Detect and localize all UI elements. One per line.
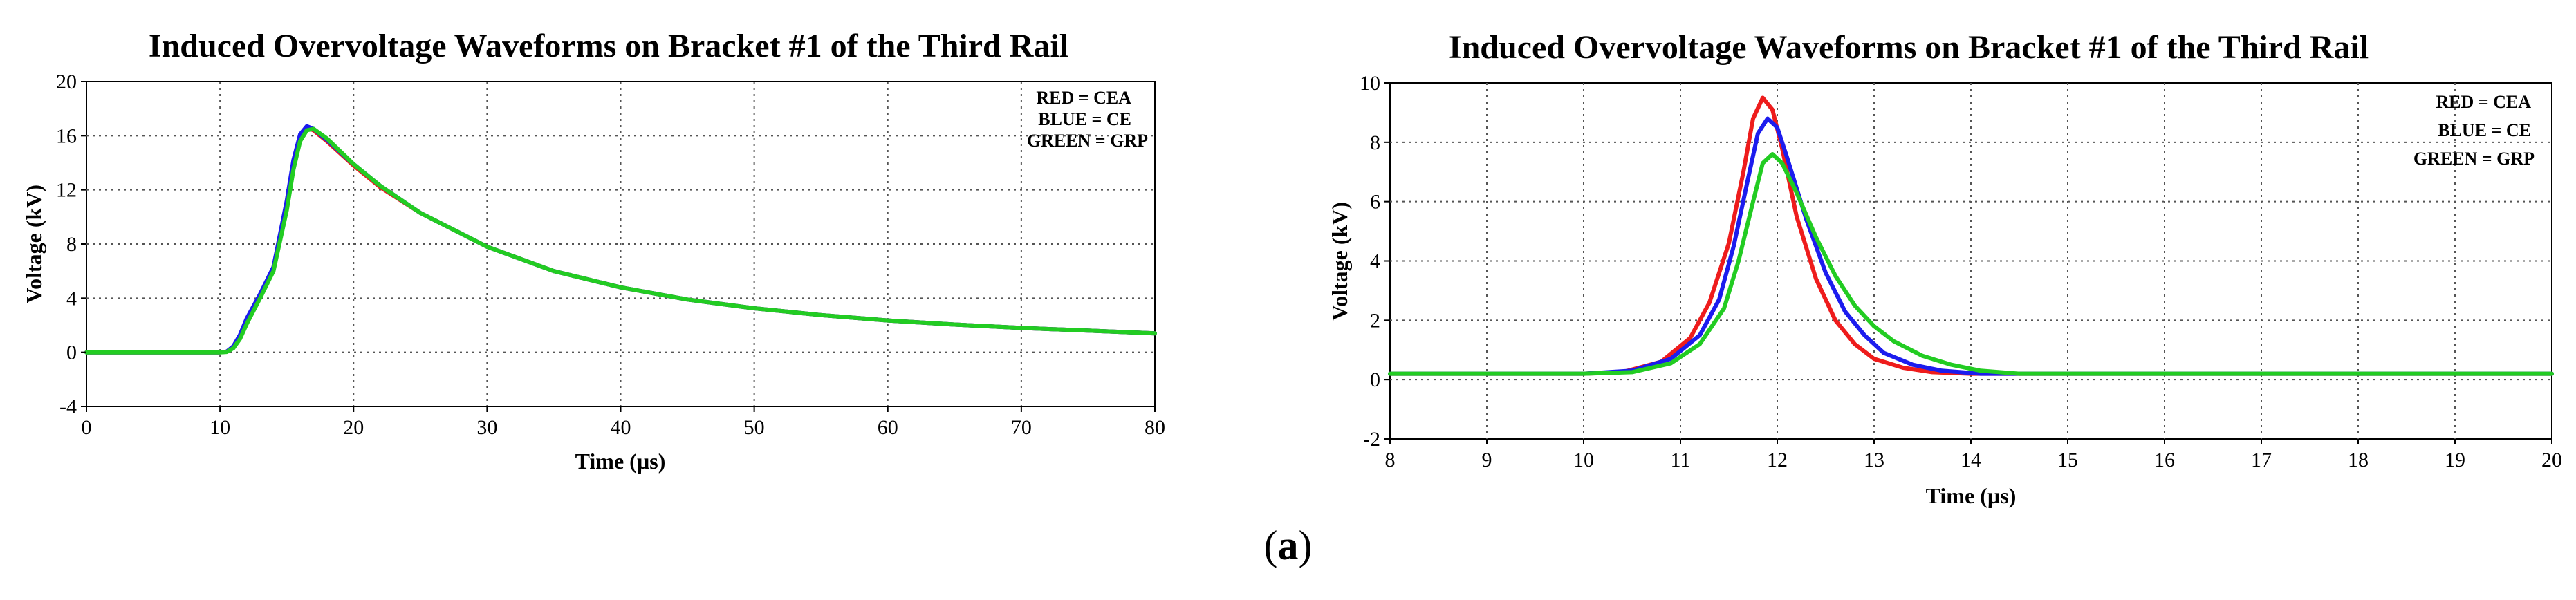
chart-right-x-tick-label: 18 bbox=[2348, 449, 2369, 471]
chart-right-y-tick-label: 2 bbox=[1370, 309, 1380, 332]
chart-right-x-tick-label: 12 bbox=[1767, 449, 1788, 471]
chart-left-legend-entry-2: BLUE = CE bbox=[1038, 109, 1131, 129]
chart-right-legend-entry-2: BLUE = CE bbox=[2438, 120, 2531, 140]
chart-right-y-tick-label: 0 bbox=[1370, 368, 1380, 391]
panel-caption: (a) bbox=[0, 522, 2576, 570]
chart-right-grid bbox=[1390, 83, 2552, 439]
chart-right-series-grp-line bbox=[1388, 152, 2554, 376]
chart-right-x-tick-label: 19 bbox=[2445, 449, 2465, 471]
chart-right-series-ce-line bbox=[1388, 116, 2554, 376]
chart-right-ticks: 8 9 10 11 12 13 14 15 16 17 18 19 20 -2 0 2 4 6 8 10 bbox=[1360, 72, 2562, 471]
chart-right-x-tick-label: 13 bbox=[1864, 449, 1884, 471]
chart-left-legend: RED = CEA BLUE = CE GREEN = GRP bbox=[1027, 88, 1148, 151]
panel-caption-letter: a bbox=[1277, 523, 1299, 568]
chart-right-title: Induced Overvoltage Waveforms on Bracket… bbox=[1449, 29, 2369, 66]
chart-left-y-tick-label: 0 bbox=[66, 341, 77, 364]
chart-left-x-tick-label: 40 bbox=[611, 416, 631, 439]
chart-left-series bbox=[84, 124, 1157, 355]
chart-left-x-tick-label: 60 bbox=[878, 416, 898, 439]
chart-left-x-tick-label: 30 bbox=[476, 416, 497, 439]
chart-left-ylabel: Voltage (kV) bbox=[21, 185, 46, 303]
chart-left-xlabel: Time (µs) bbox=[575, 449, 666, 474]
chart-right-x-tick-label: 8 bbox=[1385, 449, 1396, 471]
chart-left-title: Induced Overvoltage Waveforms on Bracket… bbox=[149, 28, 1068, 64]
chart-left-grid bbox=[86, 82, 1155, 406]
chart-left-x-tick-label: 50 bbox=[744, 416, 765, 439]
chart-right-x-tick-label: 9 bbox=[1482, 449, 1492, 471]
chart-right-x-tick-label: 16 bbox=[2154, 449, 2175, 471]
panel-caption-open: ( bbox=[1263, 523, 1278, 568]
chart-right-y-tick-label: 10 bbox=[1360, 72, 1380, 95]
chart-right-y-tick-label: -2 bbox=[1363, 428, 1380, 451]
chart-right-y-tick-label: 4 bbox=[1370, 250, 1380, 273]
chart-right-x-tick-label: 11 bbox=[1671, 449, 1691, 471]
chart-left-y-tick-label: 16 bbox=[56, 124, 77, 147]
chart-right-y-tick-label: 6 bbox=[1370, 191, 1380, 214]
chart-left-legend-entry-1: RED = CEA bbox=[1036, 88, 1131, 108]
chart-right-x-tick-label: 20 bbox=[2541, 449, 2562, 471]
chart-right-x-tick-label: 14 bbox=[1961, 449, 1981, 471]
chart-left-series-grp-line bbox=[84, 126, 1157, 355]
chart-left-legend-entry-3: GREEN = GRP bbox=[1027, 131, 1148, 151]
chart-left-panel: Induced Overvoltage Waveforms on Bracket… bbox=[21, 28, 1165, 474]
chart-left-y-tick-label: 12 bbox=[56, 179, 77, 202]
chart-right-x-tick-label: 15 bbox=[2057, 449, 2078, 471]
chart-left-x-tick-label: 20 bbox=[343, 416, 364, 439]
chart-right-legend-entry-1: RED = CEA bbox=[2436, 92, 2531, 112]
chart-left-y-tick-label: -4 bbox=[59, 395, 77, 418]
chart-right-legend: RED = CEA BLUE = CE GREEN = GRP bbox=[2413, 92, 2535, 169]
chart-right-ylabel: Voltage (kV) bbox=[1327, 202, 1352, 321]
chart-left-y-tick-label: 20 bbox=[56, 71, 77, 93]
chart-right-series bbox=[1388, 95, 2554, 376]
chart-right-x-tick-label: 10 bbox=[1573, 449, 1594, 471]
chart-right-xlabel: Time (µs) bbox=[1926, 483, 2017, 508]
chart-left-y-tick-label: 4 bbox=[66, 287, 77, 310]
chart-right-panel: Induced Overvoltage Waveforms on Bracket… bbox=[1327, 29, 2562, 508]
chart-left-x-tick-label: 70 bbox=[1011, 416, 1032, 439]
chart-left-x-tick-label: 80 bbox=[1145, 416, 1165, 439]
panel-caption-close: ) bbox=[1298, 523, 1313, 568]
chart-right-y-tick-label: 8 bbox=[1370, 131, 1380, 154]
chart-left-x-tick-label: 10 bbox=[210, 416, 230, 439]
chart-left-y-tick-label: 8 bbox=[66, 233, 77, 256]
chart-right-x-tick-label: 17 bbox=[2251, 449, 2272, 471]
chart-left-x-tick-label: 0 bbox=[82, 416, 92, 439]
chart-right-legend-entry-3: GREEN = GRP bbox=[2413, 149, 2535, 169]
